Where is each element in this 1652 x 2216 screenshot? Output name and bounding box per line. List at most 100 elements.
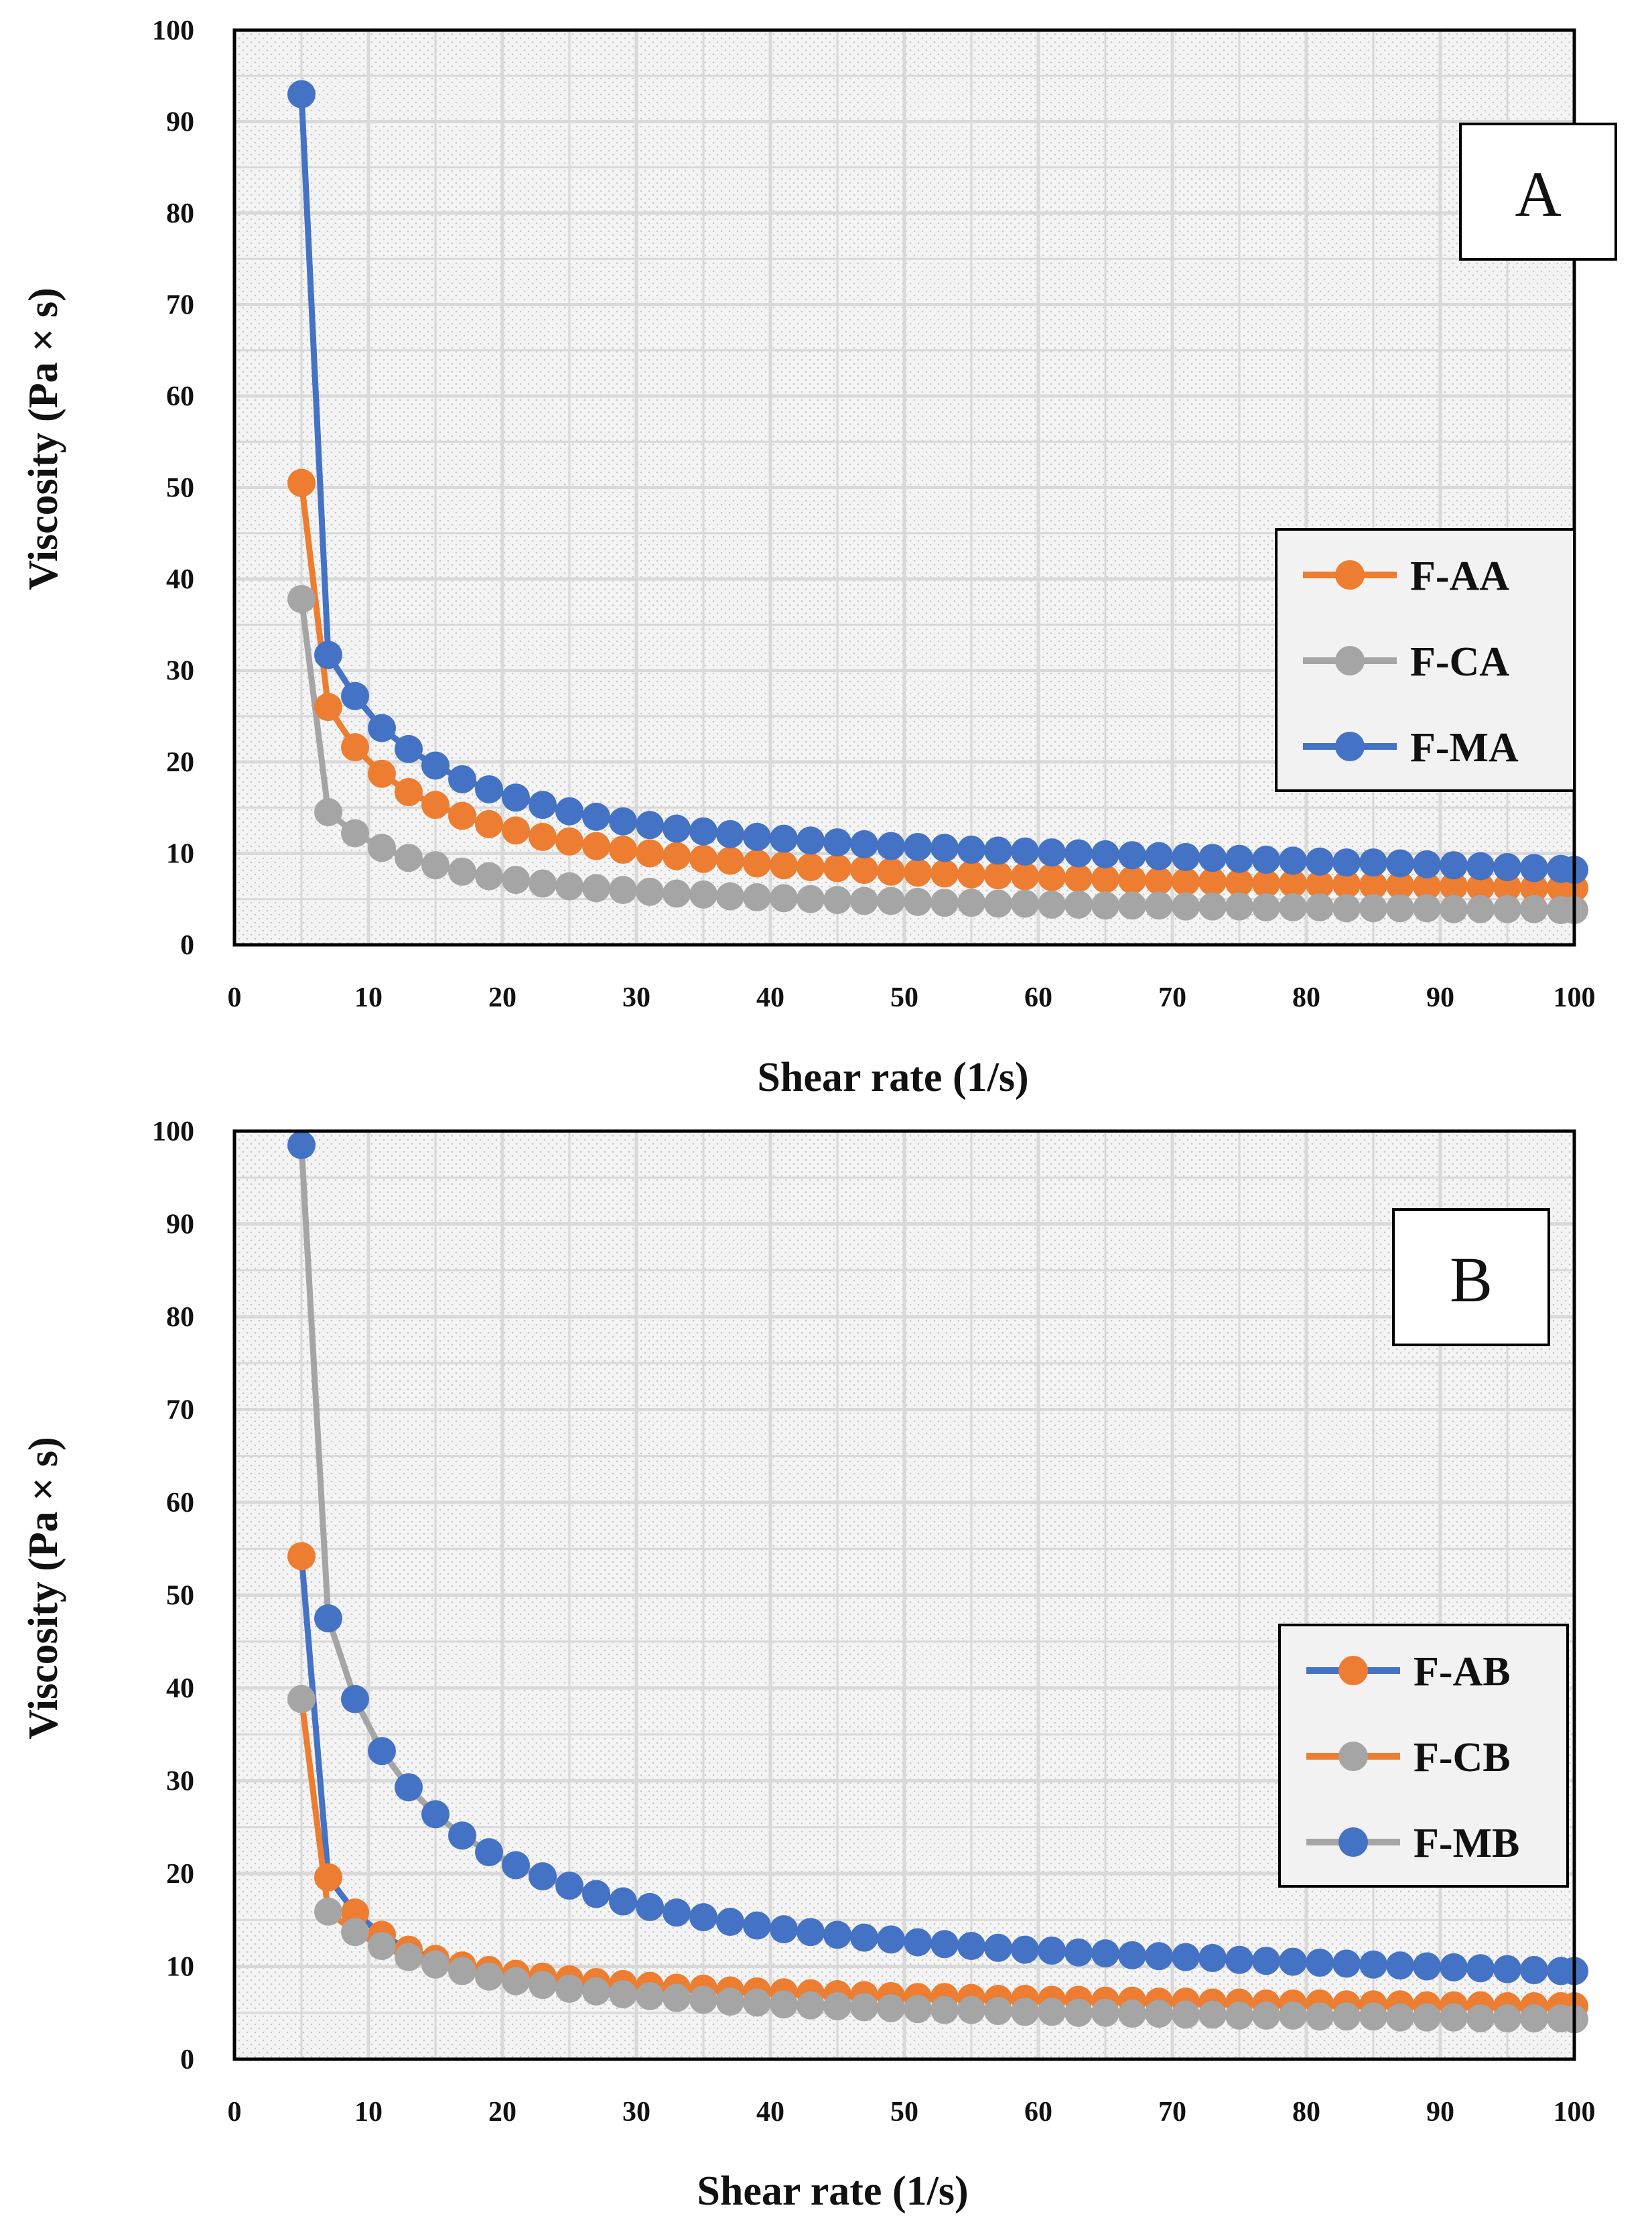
legend-label: F-MB bbox=[1414, 1821, 1519, 1866]
data-point bbox=[395, 778, 423, 807]
data-point bbox=[689, 817, 717, 846]
data-point bbox=[395, 844, 423, 872]
data-point bbox=[1279, 893, 1307, 922]
data-point bbox=[1466, 852, 1495, 881]
y-tick-label: 90 bbox=[166, 1210, 194, 1240]
data-point bbox=[314, 798, 342, 827]
legend-item: F-AA bbox=[1303, 553, 1509, 599]
data-point bbox=[1520, 1956, 1548, 1985]
data-point bbox=[689, 844, 717, 873]
data-point bbox=[421, 1800, 450, 1829]
data-point bbox=[1064, 839, 1093, 868]
y-tick-label: 100 bbox=[152, 1116, 194, 1147]
data-point bbox=[287, 1130, 316, 1159]
data-point bbox=[1064, 864, 1093, 893]
data-point bbox=[1413, 1952, 1441, 1981]
data-point bbox=[1091, 864, 1119, 893]
data-point bbox=[1145, 866, 1173, 895]
data-point bbox=[502, 1851, 530, 1880]
data-point bbox=[1306, 1948, 1334, 1977]
x-tick-label: 60 bbox=[1024, 982, 1052, 1013]
data-point bbox=[797, 1918, 825, 1947]
data-point bbox=[1306, 2002, 1334, 2031]
data-point bbox=[689, 1903, 717, 1932]
data-point bbox=[850, 887, 878, 915]
data-point bbox=[314, 1604, 342, 1633]
data-point bbox=[529, 869, 557, 898]
plot-frame bbox=[232, 1129, 1576, 2061]
x-tick-label: 80 bbox=[1292, 982, 1320, 1013]
data-point bbox=[502, 816, 530, 845]
legend-item: F-AB bbox=[1306, 1649, 1511, 1695]
data-point bbox=[1225, 1945, 1253, 1974]
data-point bbox=[341, 733, 369, 762]
legend-label: F-CB bbox=[1414, 1735, 1511, 1780]
y-tick-label: 10 bbox=[166, 1952, 194, 1983]
data-point bbox=[636, 1981, 664, 2010]
data-point bbox=[877, 832, 905, 860]
data-point bbox=[984, 836, 1012, 865]
panel-label-box: B bbox=[1392, 1208, 1550, 1346]
data-point bbox=[1359, 871, 1387, 900]
data-point bbox=[1145, 2000, 1173, 2028]
data-point bbox=[1440, 895, 1468, 923]
data-point bbox=[368, 759, 396, 788]
data-point bbox=[1118, 2000, 1146, 2028]
y-tick-label: 30 bbox=[166, 1766, 194, 1797]
data-point bbox=[743, 849, 771, 878]
data-point bbox=[421, 751, 450, 780]
data-point bbox=[877, 887, 905, 915]
x-tick-label: 30 bbox=[622, 982, 650, 1013]
legend-label: F-AB bbox=[1414, 1649, 1511, 1695]
data-point bbox=[1011, 837, 1039, 866]
data-point bbox=[1038, 890, 1066, 919]
data-point bbox=[582, 1977, 610, 2006]
data-point bbox=[877, 1994, 905, 2022]
data-point bbox=[341, 1685, 369, 1713]
x-tick-label: 80 bbox=[1292, 2097, 1320, 2128]
data-point bbox=[770, 824, 798, 853]
data-point bbox=[1011, 862, 1039, 891]
x-tick-label: 60 bbox=[1024, 2097, 1052, 2128]
data-point bbox=[957, 836, 985, 864]
data-point bbox=[770, 884, 798, 913]
x-tick-label: 70 bbox=[1158, 2097, 1186, 2128]
data-point bbox=[1225, 892, 1253, 921]
data-point bbox=[582, 874, 610, 903]
data-point bbox=[421, 851, 450, 880]
data-point bbox=[1118, 866, 1146, 895]
data-point bbox=[770, 1990, 798, 2019]
data-point bbox=[1386, 849, 1414, 878]
y-axis-title: Viscosity (Pa × s) bbox=[21, 1437, 66, 1739]
data-point bbox=[421, 791, 450, 820]
data-point bbox=[904, 1995, 932, 2024]
x-tick-label: 40 bbox=[756, 2097, 784, 2128]
data-point bbox=[1064, 890, 1093, 919]
data-point bbox=[1091, 891, 1119, 920]
data-point bbox=[609, 1887, 637, 1916]
data-point bbox=[448, 1821, 476, 1850]
data-point bbox=[904, 832, 932, 861]
data-point bbox=[877, 1925, 905, 1954]
y-tick-label: 70 bbox=[166, 1395, 194, 1426]
y-axis-title: Viscosity (Pa × s) bbox=[21, 287, 66, 590]
data-point bbox=[609, 807, 637, 836]
data-point bbox=[502, 866, 530, 895]
data-point bbox=[1038, 1936, 1066, 1965]
data-point bbox=[1386, 2003, 1414, 2032]
data-point bbox=[287, 468, 316, 497]
data-point bbox=[1440, 872, 1468, 901]
y-tick-label: 80 bbox=[166, 198, 194, 229]
data-point bbox=[904, 887, 932, 916]
data-point bbox=[743, 1911, 771, 1940]
legend-item: F-MA bbox=[1303, 725, 1519, 771]
x-tick-label: 100 bbox=[1554, 982, 1596, 1013]
data-point bbox=[1172, 867, 1200, 896]
data-point bbox=[1332, 2002, 1361, 2031]
data-point bbox=[1145, 1942, 1173, 1971]
data-point bbox=[1386, 894, 1414, 923]
data-point bbox=[1359, 2002, 1387, 2031]
data-point bbox=[529, 1971, 557, 2000]
data-point bbox=[823, 1920, 851, 1949]
data-point bbox=[823, 1992, 851, 2021]
